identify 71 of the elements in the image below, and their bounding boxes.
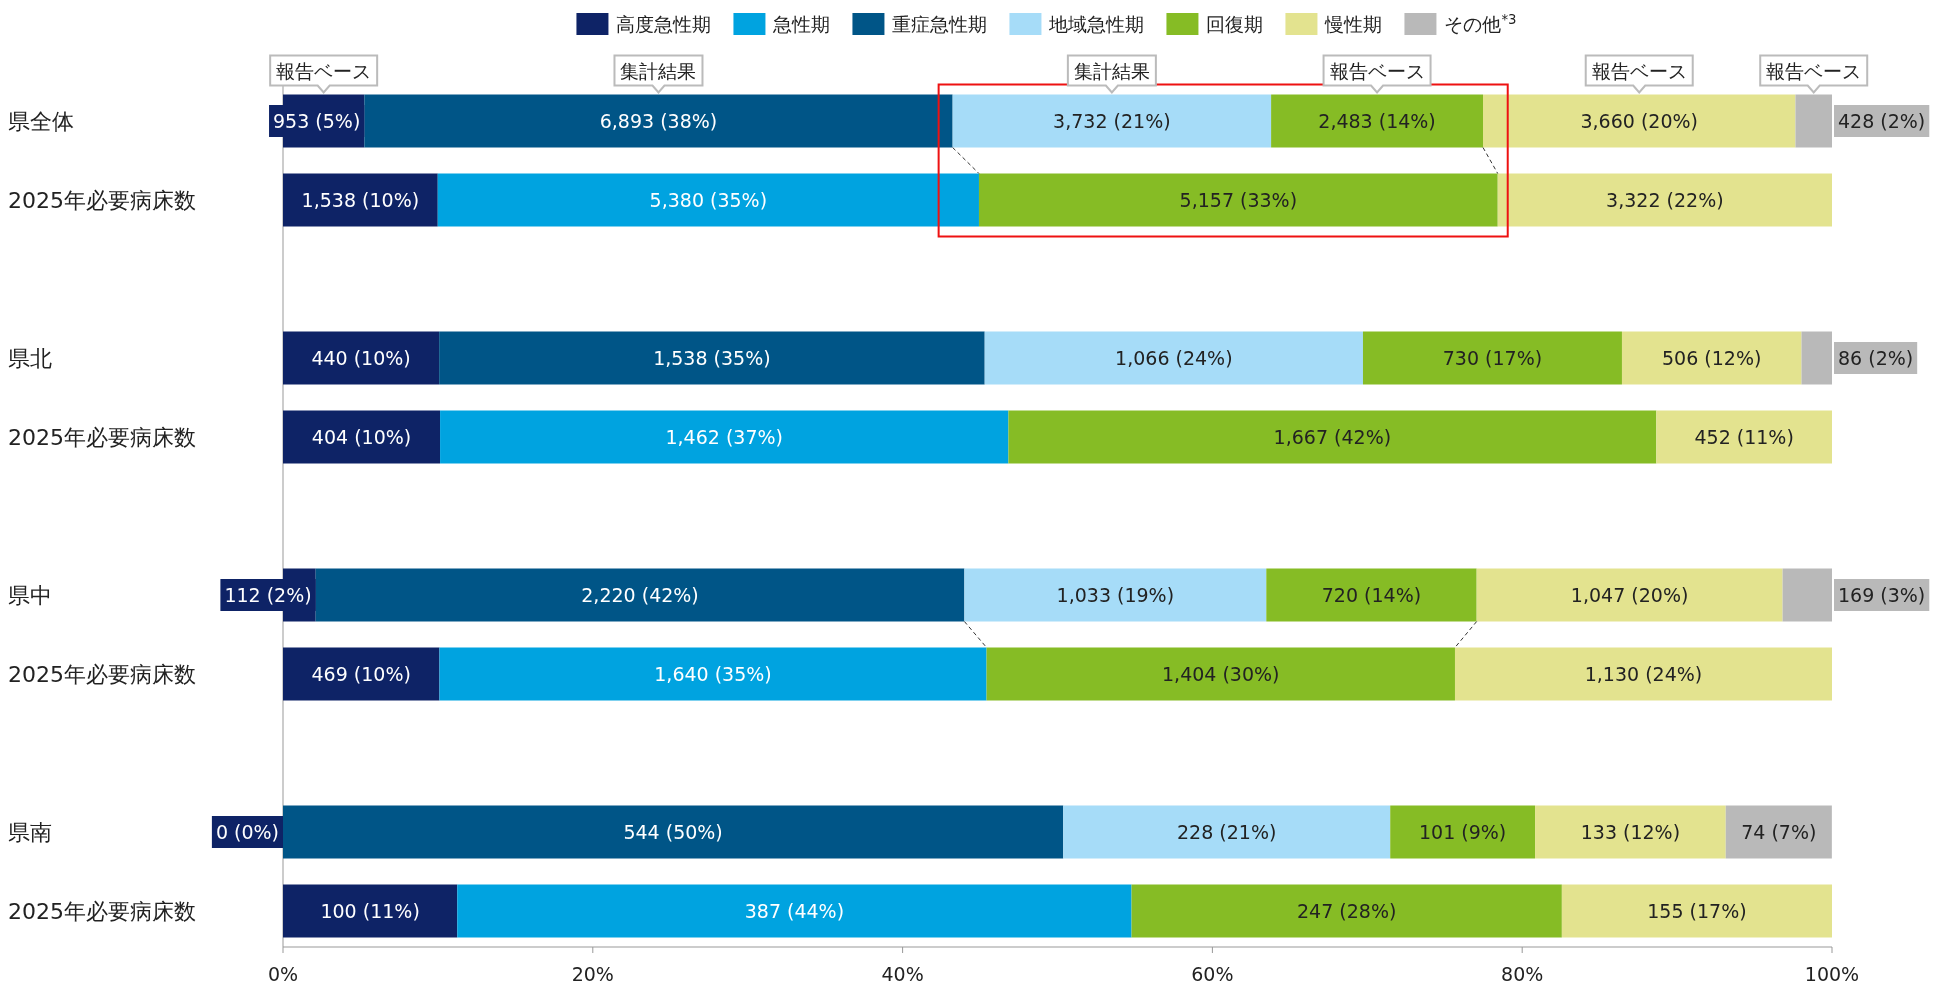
data-label: 544 (50%) <box>623 821 723 843</box>
y-tick-label: 県北 <box>8 346 52 371</box>
data-label: 133 (12%) <box>1580 821 1681 843</box>
annotation: 報告ベース <box>1591 59 1687 82</box>
annotation: 集計結果 <box>1073 59 1150 82</box>
legend-label: 重症急性期 <box>892 13 988 35</box>
data-label: 101 (9%) <box>1419 821 1507 843</box>
data-label: 74 (7%) <box>1741 821 1817 843</box>
data-label: 387 (44%) <box>744 900 845 922</box>
data-label: 1,462 (37%) <box>665 426 783 448</box>
data-label: 3,732 (21%) <box>1053 110 1171 132</box>
data-label: 2,483 (14%) <box>1318 110 1436 132</box>
data-label: 404 (10%) <box>311 426 412 448</box>
legend-label: 高度急性期 <box>616 13 712 35</box>
data-label: 0 (0%) <box>215 821 279 843</box>
data-label: 1,033 (19%) <box>1056 584 1175 606</box>
x-tick-label: 40% <box>881 963 924 985</box>
legend-label: 急性期 <box>772 13 831 35</box>
annotation: 集計結果 <box>1066 54 1157 95</box>
y-tick-label: 2025年必要病床数 <box>8 662 196 687</box>
x-tick-label: 100% <box>1804 963 1860 985</box>
legend-label: 回復期 <box>1206 13 1264 35</box>
data-label: 440 (10%) <box>311 347 411 369</box>
annotation: 報告ベース <box>276 59 372 82</box>
data-label: 86 (2%) <box>1838 347 1914 369</box>
data-label: 428 (2%) <box>1838 110 1926 132</box>
x-tick-label: 60% <box>1191 963 1234 985</box>
annotation: 報告ベース <box>1322 54 1432 95</box>
data-label: 6,893 (38%) <box>599 110 718 132</box>
annotation: 報告ベース <box>269 54 379 95</box>
annotation: 報告ベース <box>1329 59 1425 82</box>
data-label: 1,404 (30%) <box>1162 663 1280 685</box>
data-label: 1,047 (20%) <box>1570 584 1689 606</box>
legend-label: 慢性期 <box>1324 13 1383 35</box>
data-label: 1,667 (42%) <box>1273 426 1392 448</box>
y-tick-label: 2025年必要病床数 <box>8 188 196 213</box>
data-label: 506 (12%) <box>1662 347 1762 369</box>
data-label: 247 (28%) <box>1297 900 1397 922</box>
y-tick-label: 県中 <box>8 583 52 608</box>
data-label: 3,322 (22%) <box>1606 189 1724 211</box>
x-tick-label: 80% <box>1501 963 1544 985</box>
y-tick-label: 2025年必要病床数 <box>8 899 196 924</box>
data-label: 5,380 (35%) <box>649 189 768 211</box>
data-label: 3,660 (20%) <box>1580 110 1698 132</box>
y-tick-label: 県全体 <box>8 109 74 134</box>
annotation: 集計結果 <box>620 59 697 82</box>
annotation: 報告ベース <box>1766 59 1862 82</box>
x-tick-label: 20% <box>571 963 614 985</box>
legend-label: その他$^{*3}$ <box>1444 11 1517 35</box>
annotation: 報告ベース <box>1584 54 1694 95</box>
data-label: 155 (17%) <box>1647 900 1747 922</box>
data-label: 100 (11%) <box>320 900 420 922</box>
data-label: 730 (17%) <box>1442 347 1543 369</box>
y-tick-label: 県南 <box>8 820 52 845</box>
annotation: 報告ベース <box>1759 54 1869 95</box>
data-label: 1,066 (24%) <box>1115 347 1233 369</box>
data-label: 5,157 (33%) <box>1179 189 1298 211</box>
data-label: 452 (11%) <box>1694 426 1794 448</box>
data-label: 169 (3%) <box>1838 584 1926 606</box>
data-label: 720 (14%) <box>1321 584 1422 606</box>
data-label: 1,130 (24%) <box>1584 663 1703 685</box>
data-label: 469 (10%) <box>311 663 411 685</box>
annotation: 集計結果 <box>613 54 704 95</box>
data-label: 1,538 (35%) <box>653 347 771 369</box>
data-label: 228 (21%) <box>1177 821 1277 843</box>
y-tick-label: 2025年必要病床数 <box>8 425 196 450</box>
x-tick-label: 0% <box>267 963 299 985</box>
legend-label: 地域急性期 <box>1048 13 1145 35</box>
data-label: 2,220 (42%) <box>581 584 699 606</box>
data-label: 1,640 (35%) <box>654 663 772 685</box>
data-label: 1,538 (10%) <box>301 189 420 211</box>
